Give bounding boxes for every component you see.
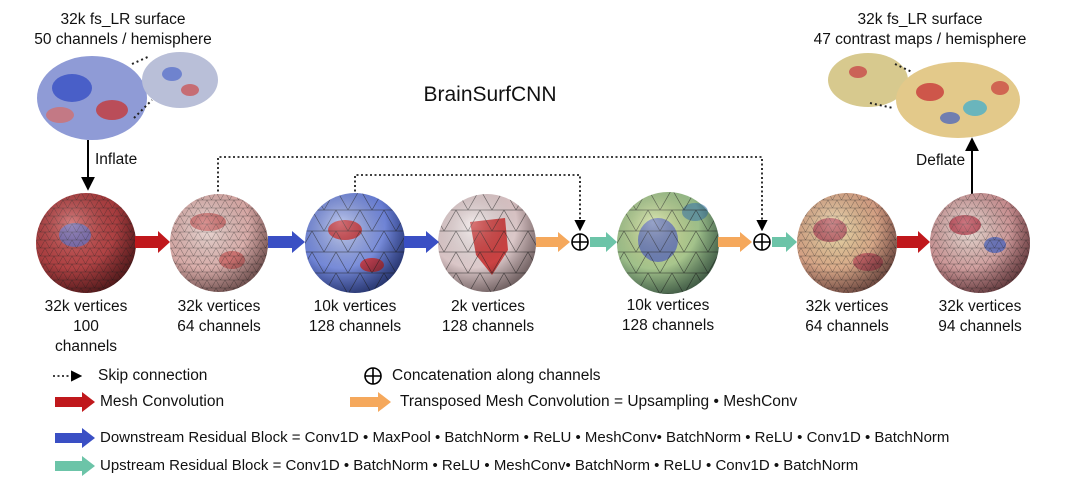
legend-concat-icon [364, 367, 382, 385]
sphere-5-10k-128ch [617, 192, 719, 294]
node-4-channels: 128 channels [441, 318, 535, 335]
legend-concat-text: Concatenation along channels [392, 367, 601, 384]
node-4-vertices: 2k vertices [450, 298, 526, 315]
sphere-2-32k-64ch [170, 194, 268, 292]
sphere-3-10k-128ch [305, 193, 405, 293]
sphere-1-32k-100ch [36, 193, 136, 293]
node-2-channels: 64 channels [177, 318, 261, 335]
output-brain-surface [828, 53, 1020, 138]
mesh-conv-arrow-1 [135, 231, 170, 253]
deflate-label: Deflate [916, 152, 966, 169]
legend-mesh-conv-icon [55, 392, 95, 412]
node-7-channels: 94 channels [938, 318, 1022, 335]
legend-downstream-icon [55, 428, 95, 448]
flow-arrows [135, 231, 930, 253]
node-2-vertices: 32k vertices [177, 298, 261, 315]
node-5-vertices: 10k vertices [626, 297, 710, 314]
node-1-channels: 100 [73, 318, 99, 335]
node-3-channels: 128 channels [308, 318, 402, 335]
legend-mesh-conv-text: Mesh Convolution [100, 393, 225, 410]
input-surface-caption: 32k fs_LR surface 50 channels / hemisphe… [18, 10, 228, 50]
concat-symbol-2 [753, 233, 771, 251]
diagram-title: BrainSurfCNN [423, 83, 557, 106]
upstream-arrow-1 [590, 232, 617, 252]
transposed-arrow-2 [718, 232, 752, 252]
node-1-channels-unit: channels [54, 338, 118, 355]
concat-symbol-1 [571, 233, 589, 251]
output-surface-caption: 32k fs_LR surface 47 contrast maps / hem… [800, 10, 1040, 50]
legend-downstream-text: Downstream Residual Block = Conv1D • Max… [100, 429, 950, 446]
sphere-6-32k-64ch [797, 193, 897, 293]
skip-connection-short [354, 174, 586, 232]
input-surface-line2: 50 channels / hemisphere [34, 31, 212, 48]
output-surface-line1: 32k fs_LR surface [857, 11, 983, 28]
legend-upstream-text: Upstream Residual Block = Conv1D • Batch… [100, 457, 859, 474]
downstream-arrow-1 [268, 231, 305, 253]
node-label-6: 32k vertices 64 channels [787, 297, 907, 337]
legend-upstream-icon [55, 456, 95, 476]
skip-connection-long [217, 156, 768, 232]
node-7-vertices: 32k vertices [938, 298, 1022, 315]
node-1-vertices: 32k vertices [44, 298, 128, 315]
legend-transposed-text: Transposed Mesh Convolution = Upsampling… [400, 393, 798, 410]
input-brain-surface [37, 52, 218, 140]
node-label-4: 2k vertices 128 channels [427, 297, 549, 337]
inflate-label: Inflate [95, 151, 138, 168]
node-label-1: 32k vertices 100 channels [26, 297, 146, 357]
sphere-7-32k-94ch [930, 193, 1030, 293]
input-surface-line1: 32k fs_LR surface [60, 11, 186, 28]
downstream-arrow-2 [404, 231, 439, 253]
mesh-conv-arrow-2 [897, 231, 930, 253]
node-3-vertices: 10k vertices [313, 298, 397, 315]
node-6-channels: 64 channels [805, 318, 889, 335]
node-5-channels: 128 channels [621, 317, 715, 334]
legend-transposed-icon [350, 392, 391, 412]
node-label-5: 10k vertices 128 channels [607, 296, 729, 336]
node-6-vertices: 32k vertices [805, 298, 889, 315]
legend-skip-text: Skip connection [98, 367, 208, 384]
transposed-arrow-1 [536, 232, 570, 252]
sphere-4-2k-128ch [438, 194, 536, 292]
output-surface-line2: 47 contrast maps / hemisphere [813, 31, 1027, 48]
node-label-2: 32k vertices 64 channels [159, 297, 279, 337]
node-label-7: 32k vertices 94 channels [920, 297, 1040, 337]
node-label-3: 10k vertices 128 channels [294, 297, 416, 337]
upstream-arrow-2 [772, 232, 797, 252]
